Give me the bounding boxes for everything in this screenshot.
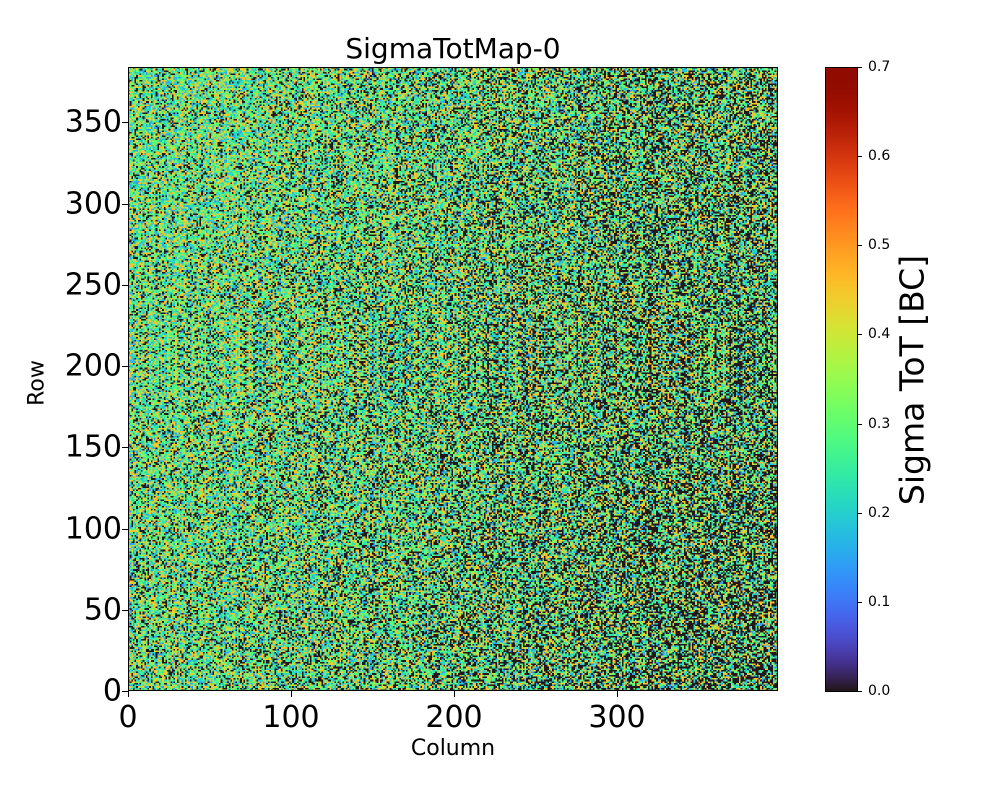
colorbar-label: Sigma ToT [BC] — [892, 254, 932, 506]
y-tick-label: 100 — [64, 511, 122, 546]
colorbar-tick-label: 0.0 — [868, 683, 891, 699]
colorbar-frame — [825, 67, 858, 692]
colorbar-tick-label: 0.2 — [868, 504, 891, 521]
y-tick-label: 0 — [102, 673, 122, 709]
x-tick-label: 0 — [118, 700, 138, 735]
y-tick-mark — [122, 203, 128, 205]
x-tick-label: 300 — [588, 700, 646, 735]
y-tick-mark — [122, 609, 128, 611]
y-tick-label: 350 — [64, 104, 122, 140]
y-tick-label: 200 — [64, 348, 122, 384]
colorbar-tick-mark — [857, 156, 862, 158]
y-tick-mark — [122, 528, 128, 530]
colorbar-tick-mark — [857, 245, 862, 247]
y-tick-mark — [122, 366, 128, 367]
x-tick-mark — [128, 691, 129, 697]
colorbar-tick-label: 0.7 — [868, 59, 891, 75]
x-tick-mark — [454, 691, 455, 697]
colorbar-tick-label: 0.5 — [868, 237, 891, 254]
colorbar-tick-mark — [857, 334, 862, 336]
y-tick-label: 250 — [64, 267, 122, 303]
colorbar-tick-mark — [857, 512, 862, 514]
y-tick-mark — [122, 284, 128, 286]
plot-area-frame — [128, 67, 778, 691]
y-tick-mark — [122, 122, 128, 124]
colorbar-tick-mark — [857, 423, 862, 425]
y-tick-label: 150 — [64, 429, 122, 465]
y-tick-mark — [122, 691, 128, 692]
colorbar-tick-label: 0.6 — [868, 148, 891, 165]
x-axis-label: Column — [410, 736, 496, 761]
x-tick-mark — [291, 691, 292, 697]
x-tick-label: 200 — [425, 700, 483, 735]
y-tick-label: 300 — [64, 186, 122, 221]
x-tick-label: 100 — [262, 700, 320, 735]
colorbar-tick-mark — [857, 67, 862, 68]
chart-title: SigmaTotMap-0 — [345, 32, 561, 65]
y-tick-mark — [122, 447, 128, 449]
colorbar-tick-label: 0.3 — [868, 415, 891, 432]
colorbar-tick-mark — [857, 601, 862, 603]
colorbar — [826, 67, 857, 691]
x-tick-mark — [617, 691, 618, 697]
colorbar-tick-label: 0.4 — [868, 326, 891, 343]
y-axis-label: Row — [24, 360, 50, 406]
y-tick-label: 50 — [83, 592, 122, 628]
colorbar-tick-label: 0.1 — [868, 593, 891, 610]
heatmap-image — [128, 67, 778, 691]
colorbar-tick-mark — [857, 691, 862, 692]
